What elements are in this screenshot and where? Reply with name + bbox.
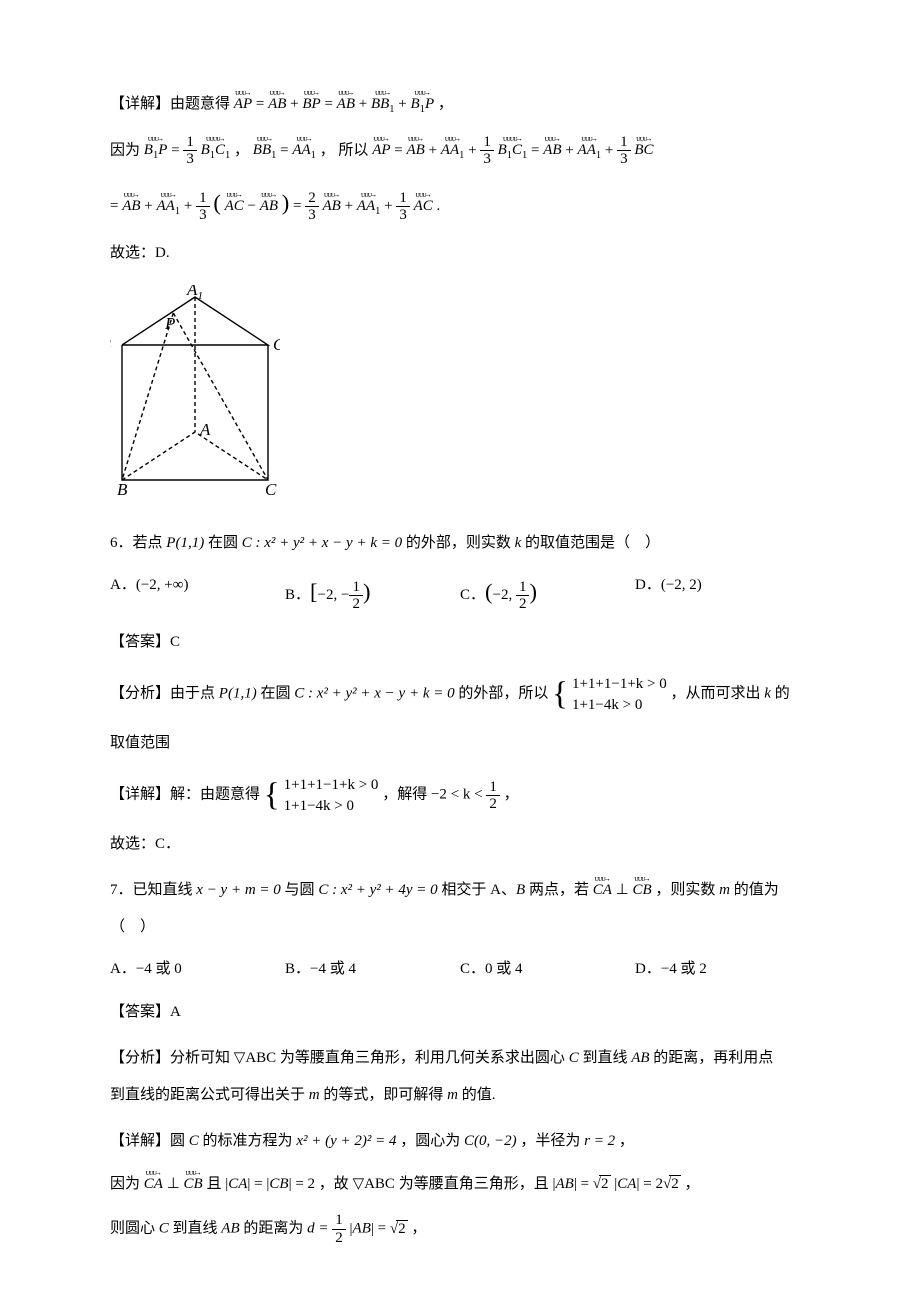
q7-analysis: 【分析】分析可知 ▽ABC 为等腰直角三角形，利用几何关系求出圆心 C 到直线 …: [110, 1044, 810, 1073]
question-7-paren: （ ）: [110, 913, 810, 942]
prism-figure: A1 B1 C1 P A B C: [110, 285, 810, 511]
question-7: 7．已知直线 x − y + m = 0 与圆 C : x² + y² + 4y…: [110, 876, 810, 905]
q7-answer: 【答案】A: [110, 998, 810, 1027]
label-C: C: [265, 480, 277, 499]
q6-analysis-2: 取值范围: [110, 729, 810, 758]
option-d: D．−4 或 2: [635, 955, 810, 984]
q6-answer: 【答案】C: [110, 628, 810, 657]
q6-detail: 【详解】解：由题意得 {1+1+1−1+k > 01+1−4k > 0 ，解得 …: [110, 775, 810, 816]
detail-vector-line3: = ᴜᴜᴜAB + ᴜᴜᴜAA1 + 13 ( ᴜᴜᴜAC − ᴜᴜᴜAB ) …: [110, 182, 810, 225]
option-b: B．−4 或 4: [285, 955, 460, 984]
q7-detail-3: 则圆心 C 到直线 AB 的距离为 d = 12 AB = 2 ，: [110, 1212, 810, 1246]
q7-analysis-2: 到直线的距离公式可得出关于 m 的等式，即可解得 m 的值.: [110, 1081, 810, 1110]
label-B1: B1: [110, 328, 112, 350]
conclusion-d: 故选：D.: [110, 239, 810, 268]
option-c: C．(−2, 12): [460, 571, 635, 614]
option-b: B．[−2, −12): [285, 571, 460, 614]
q7-detail-1: 【详解】圆 C 的标准方程为 x² + (y + 2)² = 4 ，圆心为 C(…: [110, 1127, 810, 1156]
label-P: P: [164, 314, 175, 333]
option-c: C．0 或 4: [460, 955, 635, 984]
label-C1: C1: [273, 335, 280, 357]
option-a: A．−4 或 0: [110, 955, 285, 984]
detail-vector-line2: 因为 ᴜᴜᴜB1P = 13 ᴜᴜᴜᴜB1C1 ， ᴜᴜᴜBB1 = ᴜᴜᴜAA…: [110, 134, 810, 168]
detail-vector-line1: 【详解】由题意得 ᴜᴜᴜAP = ᴜᴜᴜAB + ᴜᴜᴜBP = ᴜᴜᴜAB +…: [110, 90, 810, 120]
label-A: A: [199, 420, 211, 439]
q6-analysis: 【分析】由于点 P(1,1) 在圆 C : x² + y² + x − y + …: [110, 674, 810, 715]
label-B: B: [117, 480, 128, 499]
conclusion-c: 故选：C．: [110, 830, 810, 859]
option-a: A．(−2, +∞): [110, 571, 285, 614]
question-6: 6．若点 P(1,1) 在圆 C : x² + y² + x − y + k =…: [110, 529, 810, 558]
label-detail: 【详解】: [110, 96, 170, 112]
option-d: D．(−2, 2): [635, 571, 810, 614]
q7-options: A．−4 或 0 B．−4 或 4 C．0 或 4 D．−4 或 2: [110, 955, 810, 984]
q6-options: A．(−2, +∞) B．[−2, −12) C．(−2, 12) D．(−2,…: [110, 571, 810, 614]
q7-detail-2: 因为 ᴜᴜᴜCA ⊥ ᴜᴜᴜCB 且 CA = CB = 2 ，故 ▽ABC 为…: [110, 1170, 810, 1199]
